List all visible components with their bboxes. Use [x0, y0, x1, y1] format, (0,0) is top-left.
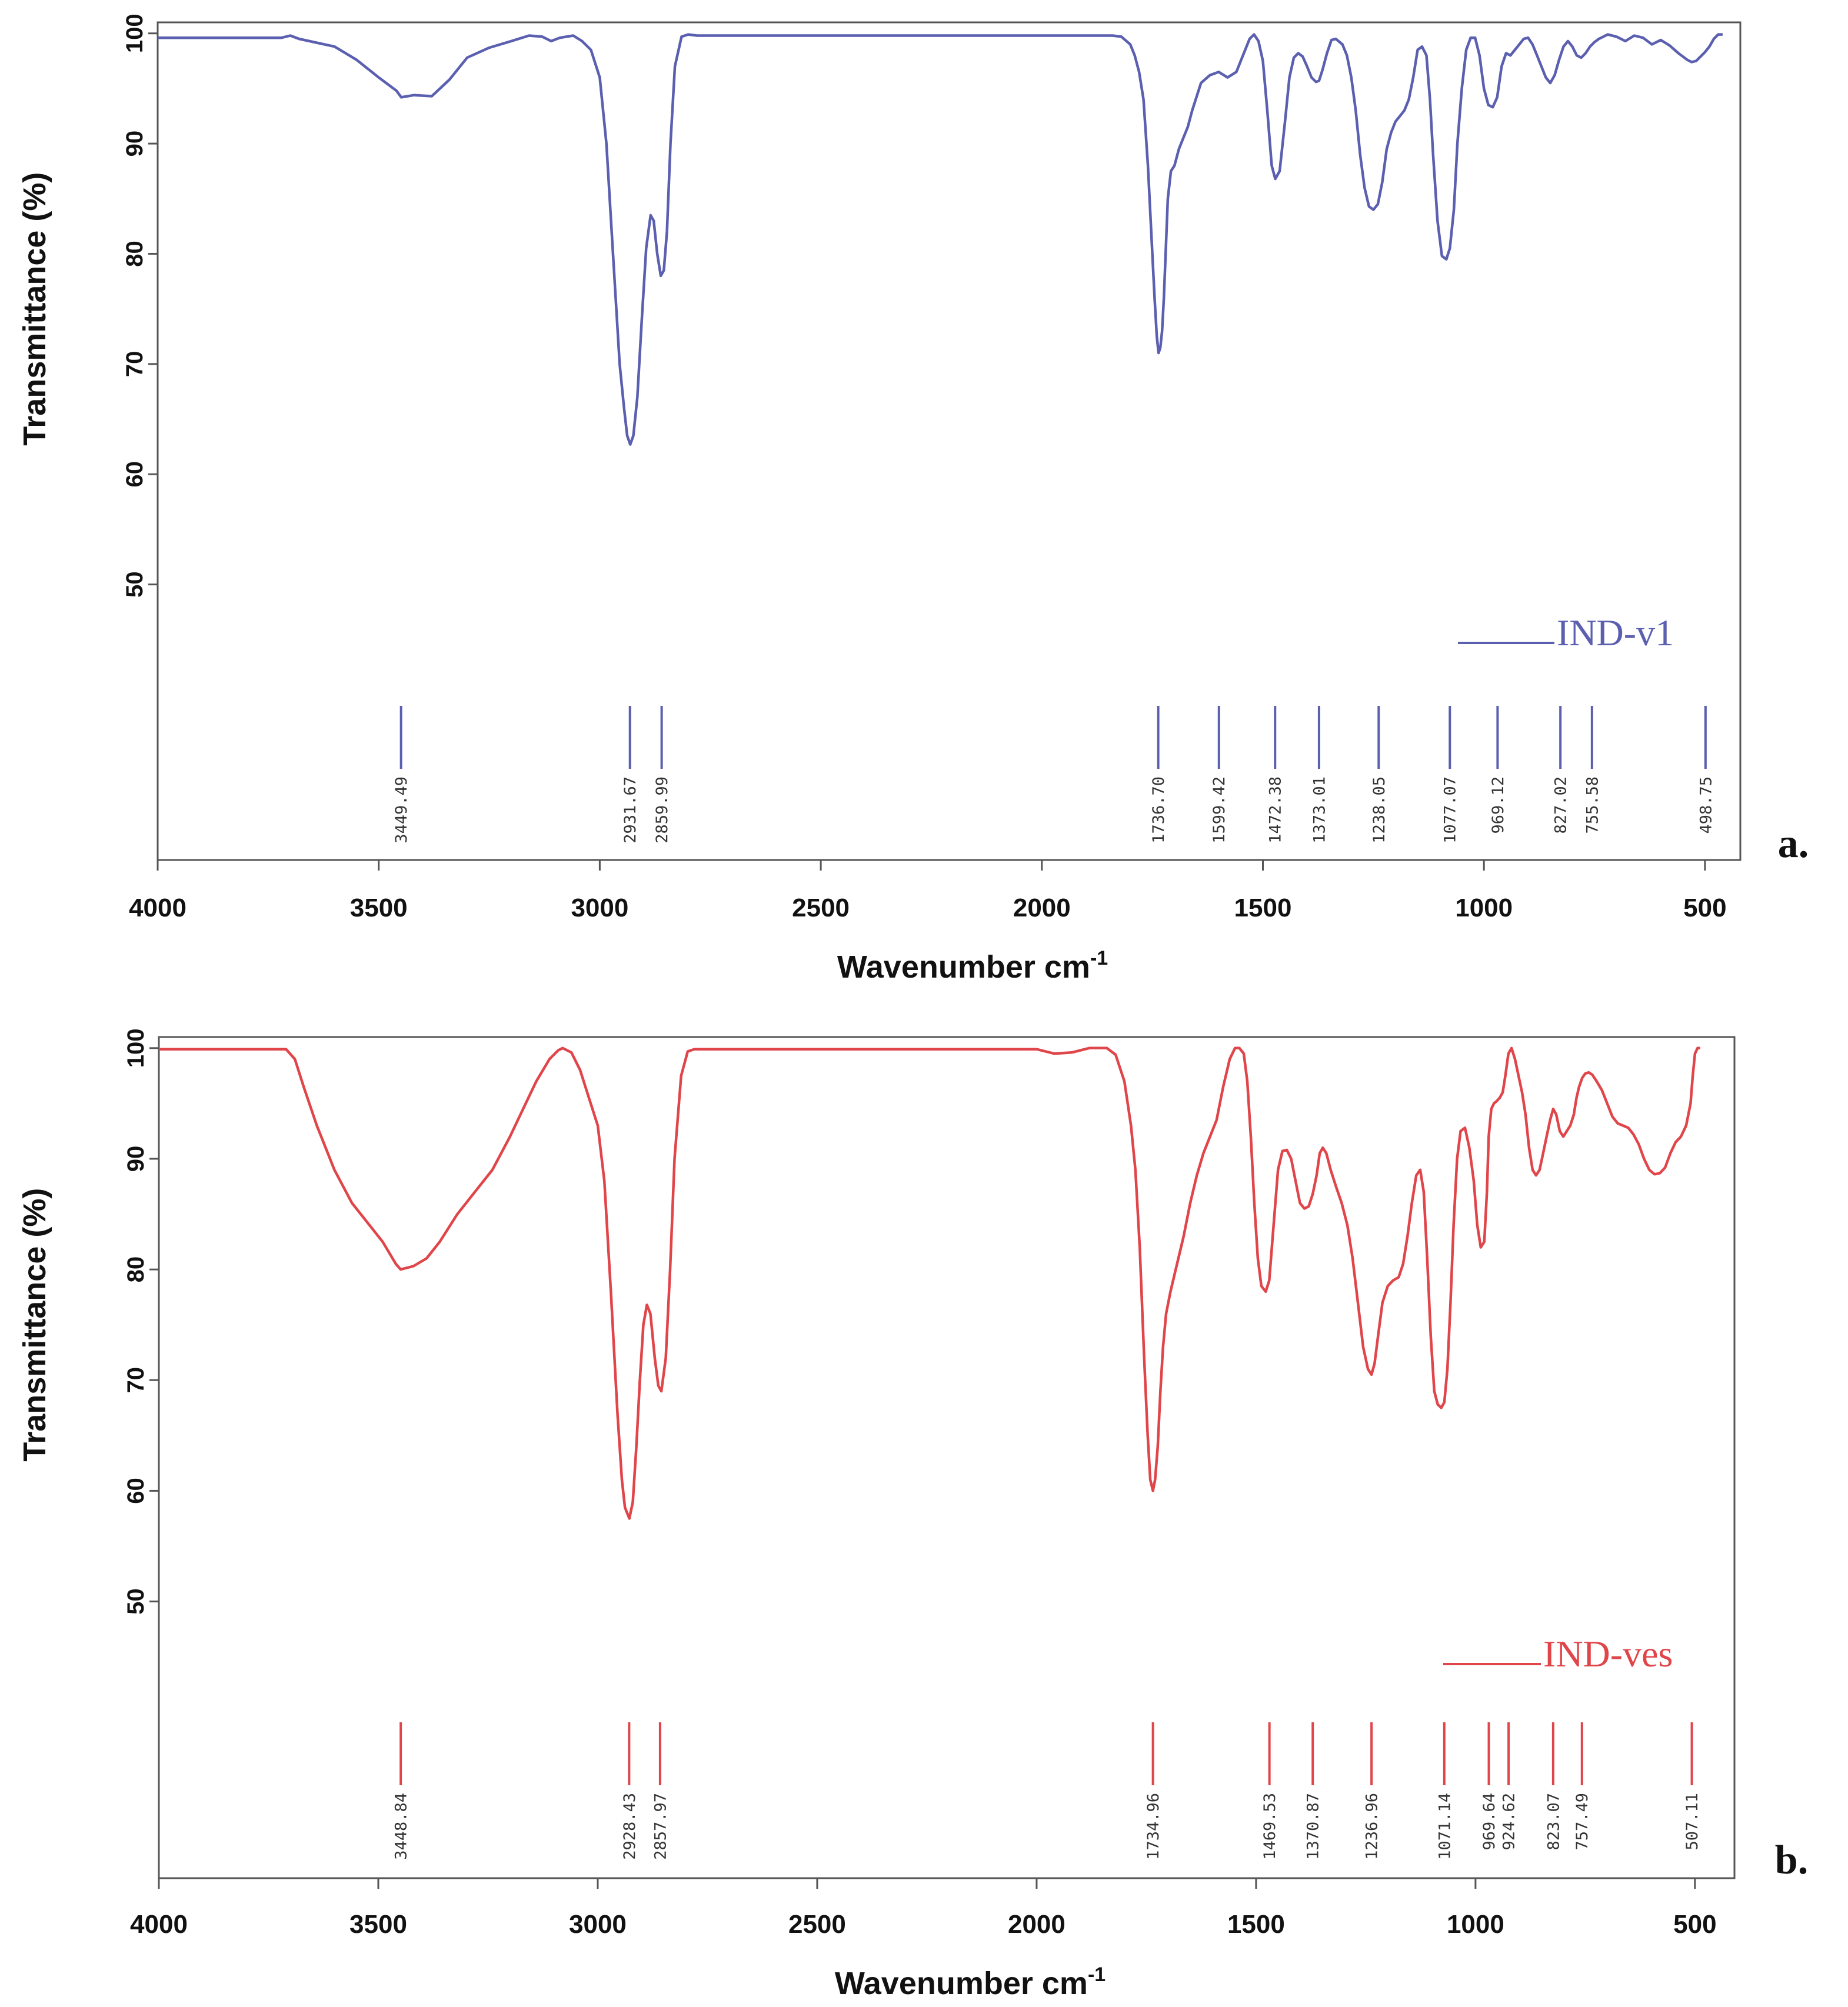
- x-axis-label-superscript: -1: [1090, 947, 1108, 969]
- y-tick-label: 50: [123, 1588, 149, 1615]
- peak-label: 1236.96: [1363, 1793, 1381, 1860]
- peak-label: 1238.05: [1370, 776, 1389, 844]
- peak-label: 2931.67: [621, 776, 640, 844]
- x-axis-label: Wavenumber cm-1: [835, 1963, 1106, 2001]
- peak-label: 1077.07: [1441, 776, 1460, 844]
- x-tick-label: 3500: [349, 1910, 407, 1939]
- x-tick-label: 2500: [788, 1910, 846, 1939]
- x-tick-label: 1500: [1227, 1910, 1285, 1939]
- panel-letter: a.: [1778, 821, 1809, 866]
- peak-label: 2859.99: [653, 776, 671, 844]
- spectrum-line-IND-ves: [159, 1046, 1700, 1520]
- y-tick-label: 70: [122, 351, 148, 378]
- peak-label: 1071.14: [1436, 1793, 1454, 1860]
- x-tick-label: 4000: [130, 1910, 188, 1939]
- spectrum-line-IND-v1: [158, 33, 1723, 446]
- plot-frame: [158, 1036, 1736, 1879]
- panel-letter: b.: [1775, 1838, 1808, 1883]
- ir-panel-b: 100 90 80 70 60 50 4000 3500 3000 2500 2000 1500 100…: [17, 1028, 1808, 2001]
- y-axis-label: Transmittance (%): [17, 1188, 52, 1462]
- x-tick-label: 1000: [1455, 894, 1513, 922]
- peak-label: 1472.38: [1267, 776, 1285, 844]
- peak-label: 2928.43: [621, 1793, 639, 1860]
- y-tick-label: 50: [122, 571, 148, 598]
- peak-label: 757.49: [1573, 1793, 1591, 1851]
- legend-label: IND-ves: [1543, 1633, 1673, 1675]
- peak-label: 1736.70: [1150, 776, 1168, 844]
- peak-label: 3449.49: [392, 776, 411, 844]
- y-tick-label: 70: [123, 1367, 149, 1393]
- x-tick-label: 2500: [792, 894, 850, 922]
- y-axis-label: Transmittance (%): [17, 172, 52, 446]
- x-tick-label: 2000: [1008, 1910, 1065, 1939]
- peak-label: 969.12: [1489, 776, 1507, 834]
- peak-label: 823.07: [1544, 1793, 1563, 1851]
- x-tick-label: 4000: [129, 894, 187, 922]
- x-axis-label-text: Wavenumber cm: [835, 1966, 1088, 2001]
- peak-label: 1469.53: [1261, 1793, 1279, 1860]
- y-tick-label: 80: [123, 1256, 149, 1283]
- y-tick-label: 80: [122, 241, 148, 267]
- ir-panel-a: 100 90 80 70 60 50 4000 3500 3000 2500 2000 1500 100…: [17, 14, 1809, 985]
- x-tick-label: 2000: [1013, 894, 1071, 922]
- peak-label: 755.58: [1583, 776, 1601, 834]
- peak-label: 1373.01: [1310, 776, 1328, 844]
- x-axis-label-text: Wavenumber cm: [837, 949, 1090, 985]
- y-tick-label: 100: [122, 14, 148, 53]
- x-axis-label-superscript: -1: [1088, 1963, 1106, 1986]
- x-tick-label: 3000: [569, 1910, 627, 1939]
- x-tick-label: 500: [1683, 894, 1726, 922]
- plot-frame: [157, 21, 1742, 861]
- y-tick-label: 90: [122, 131, 148, 157]
- peak-label: 1734.96: [1144, 1793, 1163, 1860]
- peak-label: 1370.87: [1304, 1793, 1323, 1860]
- peak-label: 3448.84: [392, 1793, 411, 1860]
- x-axis-label: Wavenumber cm-1: [837, 947, 1108, 985]
- x-tick-label: 3500: [350, 894, 408, 922]
- legend-label: IND-v1: [1557, 612, 1674, 654]
- x-tick-label: 500: [1673, 1910, 1716, 1939]
- x-tick-label: 1000: [1447, 1910, 1504, 1939]
- y-tick-label: 90: [123, 1146, 149, 1172]
- y-tick-label: 60: [122, 461, 148, 488]
- peak-label: 498.75: [1697, 776, 1715, 834]
- peak-label: 1599.42: [1210, 776, 1228, 844]
- y-tick-label: 100: [123, 1028, 149, 1068]
- peak-label: 2857.97: [651, 1793, 670, 1860]
- peak-label: 924.62: [1500, 1793, 1519, 1851]
- peak-label: 507.11: [1683, 1793, 1702, 1851]
- y-tick-label: 60: [123, 1478, 149, 1504]
- peak-label: 969.64: [1480, 1793, 1499, 1851]
- x-tick-label: 3000: [571, 894, 628, 922]
- peak-label: 827.02: [1552, 776, 1570, 834]
- x-tick-label: 1500: [1234, 894, 1292, 922]
